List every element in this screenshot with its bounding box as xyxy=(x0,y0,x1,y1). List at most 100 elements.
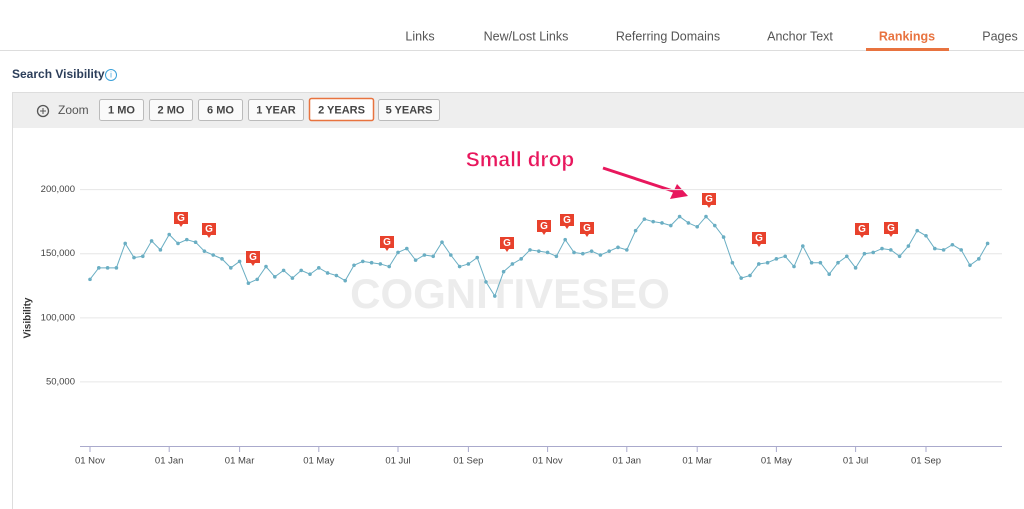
google-update-glyph: G xyxy=(503,238,511,249)
point xyxy=(229,266,233,270)
zoom-button[interactable]: 1 YEAR xyxy=(248,99,304,121)
point xyxy=(554,254,559,259)
point xyxy=(748,273,752,278)
x-tick-label: 01 Jan xyxy=(613,456,642,467)
point xyxy=(273,275,277,279)
tab[interactable]: Links xyxy=(405,29,434,43)
zoom-icon xyxy=(36,104,50,118)
zoom-button-active[interactable]: 2 YEARS xyxy=(308,97,375,122)
point xyxy=(889,248,893,252)
point xyxy=(625,248,629,252)
point xyxy=(475,255,480,260)
point xyxy=(853,266,858,270)
point xyxy=(563,237,567,242)
point xyxy=(405,246,409,251)
zoom-button[interactable]: 2 MO xyxy=(149,99,193,121)
y-tick-label: 150,000 xyxy=(41,248,75,259)
point xyxy=(413,258,418,262)
x-tick-label: 01 Sep xyxy=(453,456,483,467)
point xyxy=(211,253,215,257)
zoom-label: Zoom xyxy=(58,103,89,117)
point xyxy=(361,259,365,264)
zoom-button[interactable]: 1 MO xyxy=(99,99,144,121)
google-update-glyph: G xyxy=(858,224,866,235)
point xyxy=(862,251,867,256)
point xyxy=(818,260,823,265)
point xyxy=(519,257,523,261)
point xyxy=(281,268,286,273)
point xyxy=(378,262,383,266)
point xyxy=(783,254,787,259)
point xyxy=(968,263,972,268)
button-label: 6 MO xyxy=(207,104,234,116)
tab-active[interactable]: Rankings xyxy=(879,29,935,43)
point xyxy=(325,271,330,275)
button-label: 5 YEARS xyxy=(386,104,433,116)
zoom-button[interactable]: 5 YEARS xyxy=(378,99,440,121)
point xyxy=(545,250,550,255)
google-update-icon xyxy=(537,220,551,235)
point xyxy=(765,260,770,265)
point xyxy=(924,233,928,238)
point xyxy=(264,264,268,269)
point xyxy=(589,249,594,253)
tab[interactable]: Anchor Text xyxy=(767,29,833,43)
point xyxy=(387,264,392,269)
point xyxy=(660,221,664,225)
google-update-glyph: G xyxy=(205,224,213,235)
watermark: COGNITIVESEO xyxy=(350,270,670,317)
google-update-icon xyxy=(560,214,574,229)
point xyxy=(501,269,506,274)
y-tick-label: 50,000 xyxy=(46,376,75,387)
x-tick-label: 01 Jul xyxy=(385,456,410,467)
point xyxy=(880,246,884,251)
zoom-button[interactable]: 6 MO xyxy=(198,99,243,121)
point xyxy=(290,276,295,280)
google-update-icon xyxy=(884,222,898,237)
point xyxy=(959,248,963,252)
point xyxy=(440,240,444,244)
google-update-icon xyxy=(580,222,594,237)
point xyxy=(484,280,488,284)
point xyxy=(299,268,304,273)
point xyxy=(537,249,541,253)
button-label: 1 MO xyxy=(108,104,135,116)
point xyxy=(897,254,902,259)
google-update-glyph: G xyxy=(249,252,257,263)
point xyxy=(721,235,726,239)
x-tick-label: 01 Jan xyxy=(155,456,184,467)
annotation-arrow xyxy=(602,166,688,199)
tab[interactable]: New/Lost Links xyxy=(484,29,569,43)
tab[interactable]: Pages xyxy=(982,29,1017,43)
google-update-icon xyxy=(855,223,869,238)
point xyxy=(933,246,937,251)
point xyxy=(669,223,673,228)
x-tick-label: 01 Nov xyxy=(75,456,105,467)
point xyxy=(114,266,119,270)
point xyxy=(845,254,849,259)
y-tick-label: 100,000 xyxy=(41,312,75,323)
point xyxy=(431,254,436,259)
point xyxy=(88,277,92,282)
point xyxy=(317,266,321,270)
point xyxy=(651,219,655,224)
point xyxy=(642,217,647,221)
point xyxy=(809,260,814,265)
point xyxy=(730,260,735,265)
point xyxy=(220,257,224,261)
point xyxy=(836,260,840,265)
info-icon[interactable]: i xyxy=(105,69,117,81)
section-title: Search Visibility xyxy=(12,67,105,81)
tab[interactable]: Referring Domains xyxy=(616,29,720,43)
point xyxy=(343,278,348,283)
chart-panel xyxy=(12,92,1024,509)
point xyxy=(598,253,603,257)
google-update-icon xyxy=(752,232,766,247)
point xyxy=(528,248,532,252)
google-update-icon xyxy=(202,223,216,238)
point xyxy=(105,266,110,270)
point xyxy=(449,253,453,257)
point xyxy=(616,245,620,250)
svg-text:i: i xyxy=(110,71,112,80)
